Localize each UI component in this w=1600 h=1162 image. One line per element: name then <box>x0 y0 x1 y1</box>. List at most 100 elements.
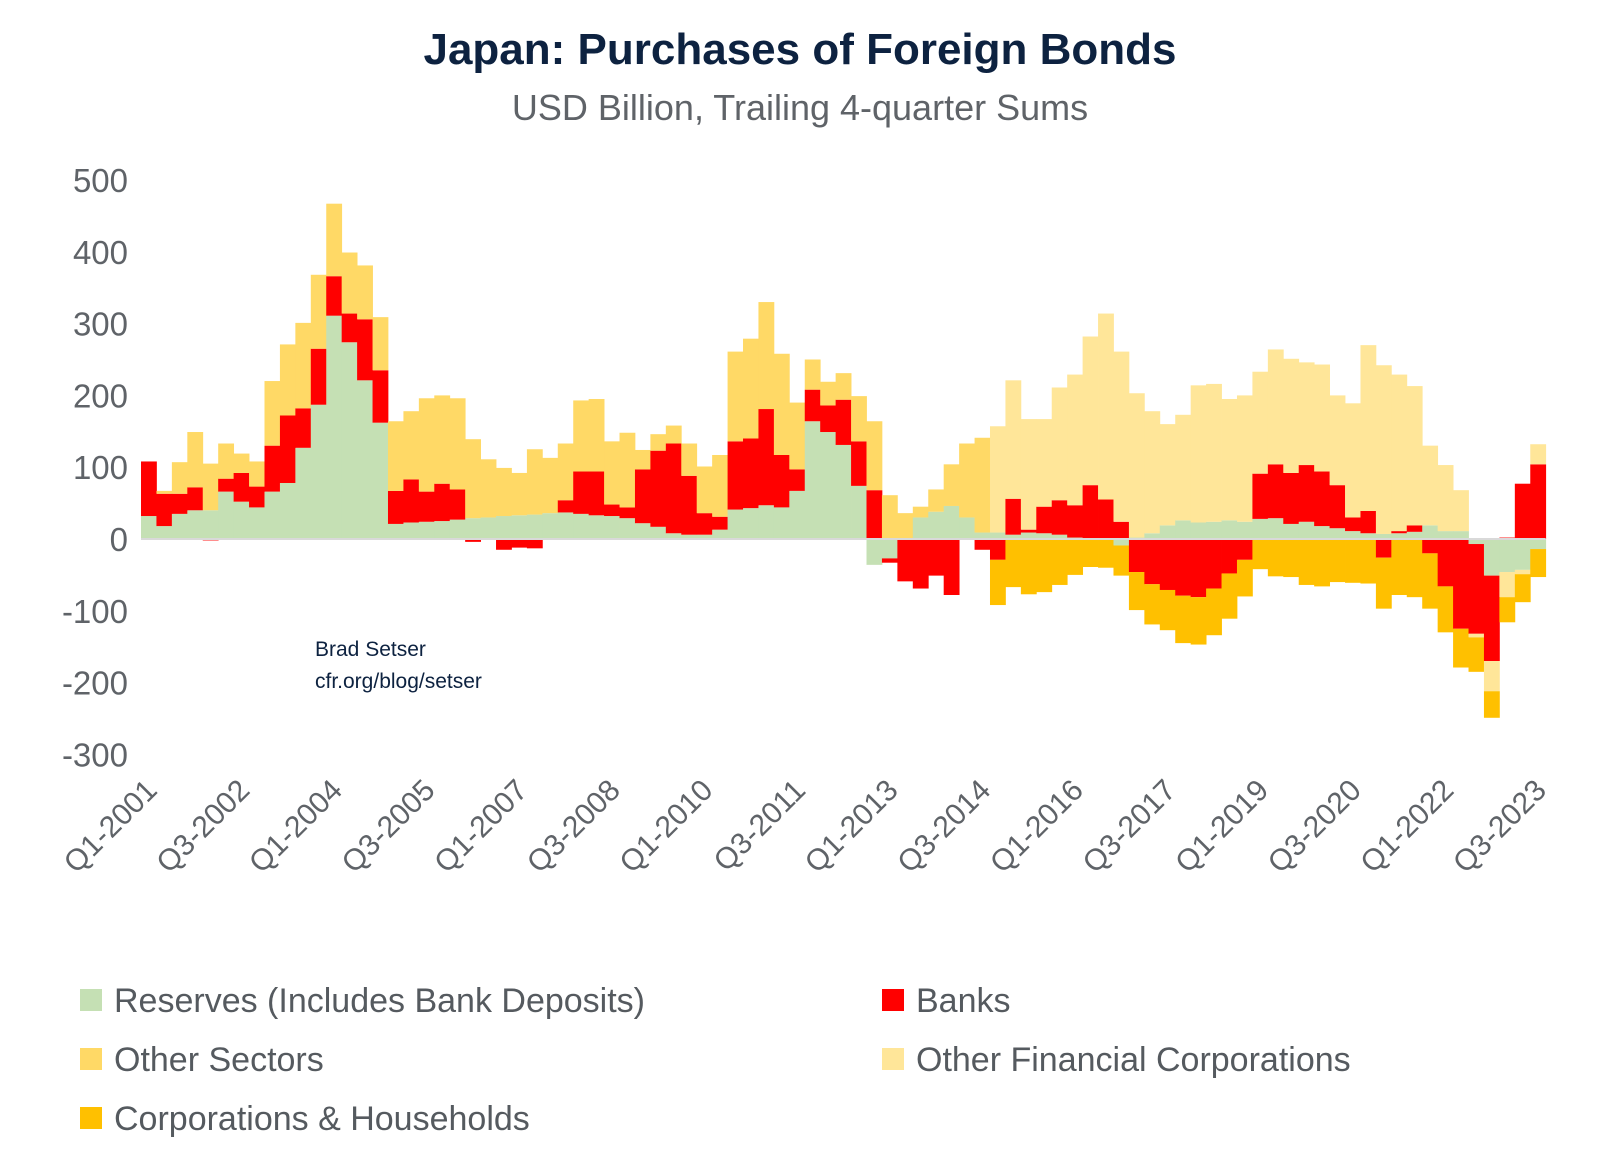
bar-stack <box>1499 537 1516 623</box>
bar-other-financial-corporations <box>1252 371 1269 474</box>
bar-reserves-includes-bank-deposits <box>557 512 574 539</box>
bar-banks <box>403 479 420 523</box>
bar-corporations-households <box>1483 691 1500 718</box>
bar-reserves-includes-bank-deposits <box>295 447 312 539</box>
bar-stack <box>820 381 837 539</box>
bar-stack <box>233 453 250 539</box>
bar-corporations-households <box>1298 539 1315 585</box>
bar-corporations-households <box>1468 637 1485 672</box>
x-tick-label: Q3-2017 <box>1077 774 1183 880</box>
bar-reserves-includes-bank-deposits <box>1283 523 1300 539</box>
bar-other-financial-corporations <box>1051 387 1068 501</box>
bar-other-sectors <box>496 467 512 517</box>
bar-reserves-includes-bank-deposits <box>496 516 512 539</box>
bar-stack <box>712 454 728 539</box>
bar-reserves-includes-bank-deposits <box>218 491 235 539</box>
bar-banks <box>372 370 389 423</box>
bar-stack <box>588 398 605 539</box>
bar-stack <box>1128 393 1145 611</box>
bar-corporations-households <box>1499 597 1516 623</box>
bar-reserves-includes-bank-deposits <box>758 505 775 539</box>
bar-corporations-households <box>1082 539 1099 567</box>
bar-stack <box>573 400 590 539</box>
chart-subtitle: USD Billion, Trailing 4-quarter Sums <box>512 87 1088 128</box>
bar-reserves-includes-bank-deposits <box>1036 533 1053 539</box>
bar-reserves-includes-bank-deposits <box>1236 521 1253 539</box>
bar-reserves-includes-bank-deposits <box>156 526 173 539</box>
bar-other-financial-corporations <box>1283 358 1300 473</box>
bar-banks <box>804 389 821 422</box>
bar-stack <box>881 495 898 563</box>
bar-reserves-includes-bank-deposits <box>1314 526 1330 539</box>
bar-banks <box>418 491 435 522</box>
bar-banks <box>820 405 837 433</box>
bar-banks <box>1360 511 1377 534</box>
bar-reserves-includes-bank-deposits <box>604 516 620 539</box>
bar-banks <box>1283 472 1300 524</box>
bar-stack <box>1067 374 1084 575</box>
bar-banks <box>1530 464 1547 539</box>
bar-stack <box>1283 358 1300 578</box>
bar-other-financial-corporations <box>1360 345 1377 511</box>
bar-reserves-includes-bank-deposits <box>387 523 404 539</box>
bar-other-financial-corporations <box>1530 444 1547 465</box>
bar-banks <box>943 539 960 595</box>
bar-reserves-includes-bank-deposits <box>449 519 466 539</box>
bar-stack <box>1391 374 1408 595</box>
bar-stack <box>1252 371 1269 570</box>
bar-banks <box>634 469 651 524</box>
bar-banks <box>789 469 806 491</box>
bar-banks <box>727 441 744 510</box>
x-axis: Q1-2001Q3-2002Q1-2004Q3-2005Q1-2007Q3-20… <box>58 774 1553 880</box>
y-tick-label: 200 <box>73 377 128 414</box>
bar-reserves-includes-bank-deposits <box>465 518 481 539</box>
legend-swatch <box>882 989 904 1011</box>
bar-banks <box>743 438 759 509</box>
bar-banks <box>526 539 543 549</box>
bar-banks <box>1252 473 1269 519</box>
bar-stack <box>1406 386 1423 598</box>
bar-other-sectors <box>974 437 991 533</box>
bar-other-financial-corporations <box>1221 398 1238 521</box>
bar-stack <box>1360 345 1377 584</box>
bar-banks <box>1437 539 1454 587</box>
bar-other-sectors <box>202 463 219 511</box>
bar-banks <box>1221 539 1238 574</box>
bar-banks <box>511 539 528 548</box>
bar-other-sectors <box>557 443 574 501</box>
x-tick-label: Q1-2013 <box>799 774 905 880</box>
bar-reserves-includes-bank-deposits <box>650 526 667 539</box>
bar-other-sectors <box>789 402 806 470</box>
bar-stack <box>542 457 559 540</box>
bar-reserves-includes-bank-deposits <box>1005 534 1022 539</box>
bar-stack <box>434 395 451 539</box>
bar-reserves-includes-bank-deposits <box>1175 520 1192 539</box>
bar-reserves-includes-bank-deposits <box>804 421 821 539</box>
bar-reserves-includes-bank-deposits <box>310 404 327 539</box>
bar-banks <box>974 539 991 550</box>
bar-other-sectors <box>696 466 713 514</box>
bar-stack <box>1175 414 1192 644</box>
x-tick-label: Q3-2005 <box>336 774 442 880</box>
bar-banks <box>681 475 698 535</box>
legend-item: Reserves (Includes Bank Deposits) <box>80 982 645 1020</box>
bar-corporations-households <box>1252 539 1269 570</box>
bar-corporations-households <box>1159 589 1176 631</box>
x-tick-label: Q1-2010 <box>613 774 719 880</box>
bar-stack <box>465 439 481 542</box>
bar-corporations-households <box>1329 539 1346 583</box>
bar-reserves-includes-bank-deposits <box>1499 539 1516 573</box>
legend-label: Reserves (Includes Bank Deposits) <box>114 982 645 1020</box>
bar-other-sectors <box>511 472 528 516</box>
bar-stack <box>1082 336 1099 567</box>
bar-stack <box>295 322 312 539</box>
bar-banks <box>187 487 204 511</box>
bar-reserves-includes-bank-deposits <box>912 517 929 539</box>
bar-other-financial-corporations <box>1375 365 1392 534</box>
bar-reserves-includes-bank-deposits <box>526 514 543 539</box>
bar-stack <box>1051 387 1068 585</box>
bar-banks <box>326 276 343 316</box>
bar-reserves-includes-bank-deposits <box>1206 521 1222 539</box>
bar-stack <box>604 441 620 539</box>
bar-stack <box>943 464 960 595</box>
